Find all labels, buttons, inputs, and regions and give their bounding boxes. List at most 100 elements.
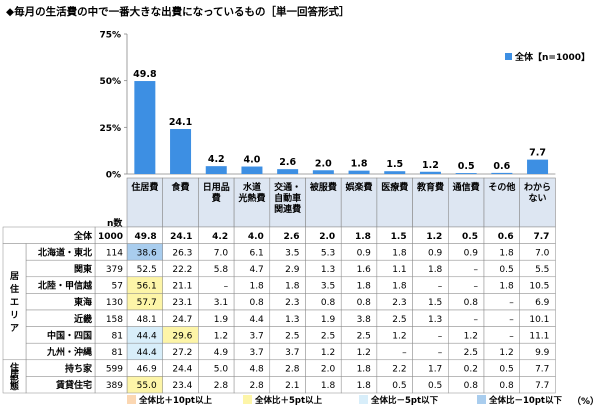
bar-value-label: 2.0 — [315, 158, 332, 169]
row-label: 持ち家 — [65, 363, 93, 375]
table-cell-value: 1.8 — [249, 282, 264, 292]
table-cell-value: 1.2 — [392, 331, 406, 341]
table-cell — [483, 293, 520, 311]
table-cell-value: 0.6 — [498, 232, 514, 242]
table-cell-value: – — [509, 315, 514, 325]
bar-value-label: 0.5 — [458, 161, 475, 172]
group-label-char: リ — [10, 310, 19, 321]
table-cell-value: 0.8 — [499, 381, 514, 391]
table-cell-value: 0.9 — [357, 248, 372, 258]
table-cell-value: 1.2 — [357, 348, 371, 358]
table-cell-value: – — [438, 282, 443, 292]
table-cell — [376, 342, 413, 361]
group-label-char: 形 — [10, 374, 19, 386]
table-cell-value: 1.2 — [426, 232, 442, 242]
table-cell-value: – — [438, 331, 443, 341]
y-tick-label: 25% — [99, 124, 121, 134]
table-cell-value: 7.0 — [535, 248, 550, 258]
column-header-text: 教育費 — [416, 181, 444, 193]
legend-swatch — [505, 53, 512, 60]
table-cell-value: 2.9 — [285, 265, 300, 275]
column-header-cell — [376, 177, 413, 228]
bar-value-label: 0.6 — [493, 161, 510, 172]
highlight-legend-label: 全体比＋10pt以上 — [139, 396, 212, 406]
table-cell-value: 49.8 — [134, 232, 156, 242]
table-cell-value: 38.6 — [137, 248, 157, 258]
column-header-text: その他 — [488, 181, 515, 193]
table-cell-value: 1.8 — [285, 282, 300, 292]
table-cell-value: 23.1 — [172, 298, 192, 308]
table-cell-value: 1.8 — [321, 381, 336, 391]
bar-value-label: 1.2 — [422, 160, 439, 171]
table-cell-value: 44.4 — [137, 348, 157, 358]
table-cell-value: 1.3 — [428, 315, 442, 325]
table-cell-value: 4.0 — [248, 232, 264, 242]
table-cell-value: 1.8 — [355, 232, 371, 242]
table-cell-value: 7.7 — [535, 381, 549, 391]
table-cell-value: – — [474, 265, 479, 275]
highlight-legend-item: 全体比＋10pt以上 — [127, 394, 212, 406]
table-cell-value: 0.8 — [321, 298, 336, 308]
table-cell-value: 11.1 — [529, 331, 549, 341]
table-cell-value: 4.7 — [249, 265, 263, 275]
table-cell-value: 44.4 — [137, 331, 157, 341]
bar-value-label: 49.8 — [133, 69, 157, 80]
table-cell — [412, 342, 449, 361]
column-header-text: 自動車 — [274, 192, 301, 204]
table-cell-value: 0.9 — [464, 248, 479, 258]
table-cell-value: 10.5 — [529, 282, 549, 292]
table-cell-value: 0.5 — [499, 365, 513, 375]
table-cell — [519, 376, 556, 394]
table-cell-value: 9.9 — [535, 348, 550, 358]
table-cell-value: 2.5 — [464, 348, 478, 358]
table-cell-value: 3.5 — [285, 248, 299, 258]
table-cell-value: 6.9 — [535, 298, 550, 308]
table-cell-value: 24.4 — [172, 365, 192, 375]
column-header-cell — [340, 177, 378, 228]
n-value: 81 — [112, 348, 123, 358]
bar — [312, 170, 334, 174]
table-cell-value: 4.2 — [212, 232, 228, 242]
table-cell-value: 2.5 — [285, 331, 299, 341]
table-cell-value: 2.2 — [392, 365, 406, 375]
table-cell-value: 0.8 — [249, 298, 264, 308]
chart-title: ◆毎月の生活費の中で一番大きな出費になっているもの［単一回答形式］ — [6, 6, 350, 18]
table-cell-value: 1.2 — [214, 331, 228, 341]
column-header-text: 日用品 — [203, 182, 230, 193]
row-label: 北海道・東北 — [38, 246, 92, 258]
bar-value-label: 2.6 — [279, 157, 296, 168]
highlight-legend-swatch — [359, 395, 368, 404]
table-cell-value: 0.5 — [428, 381, 442, 391]
table-cell-value: 24.7 — [172, 315, 192, 325]
table-cell-value: 5.5 — [535, 265, 549, 275]
column-header-text: 光熱費 — [237, 192, 265, 204]
highlight-legend-item: 全体比－10pt以下 — [477, 394, 562, 406]
column-header-text: ない — [529, 193, 547, 204]
unit-label: （%） — [572, 397, 600, 407]
highlight-legend-item: 全体比－5pt以下 — [359, 394, 438, 406]
table-cell-value: – — [474, 282, 479, 292]
column-header-cell — [305, 177, 342, 228]
column-header-text: 費 — [212, 192, 221, 204]
table-cell — [483, 309, 520, 327]
table-cell-value: 2.6 — [284, 232, 300, 242]
highlight-legend-swatch — [477, 395, 486, 404]
table-cell-value: 27.2 — [172, 348, 192, 358]
bar — [527, 159, 549, 174]
group-label-char: 居 — [10, 369, 19, 380]
n-value: 599 — [106, 365, 123, 375]
table-cell-value: 29.6 — [172, 331, 192, 341]
table-cell-value: 4.8 — [249, 365, 264, 375]
table-cell-value: 1.7 — [428, 365, 442, 375]
table-cell-value: 7.0 — [214, 248, 229, 258]
table-cell-value: 2.3 — [285, 298, 299, 308]
column-header-cell — [126, 177, 164, 228]
table-cell-value: 2.5 — [321, 331, 335, 341]
table-cell-value: 52.5 — [137, 265, 157, 275]
n-value: 379 — [106, 265, 123, 275]
table-cell-value: 3.7 — [249, 331, 263, 341]
table-cell-value: 10.1 — [529, 315, 549, 325]
table-cell-value: 5.8 — [214, 265, 229, 275]
column-header-cell — [447, 177, 485, 228]
y-tick-label: 0% — [106, 171, 121, 181]
